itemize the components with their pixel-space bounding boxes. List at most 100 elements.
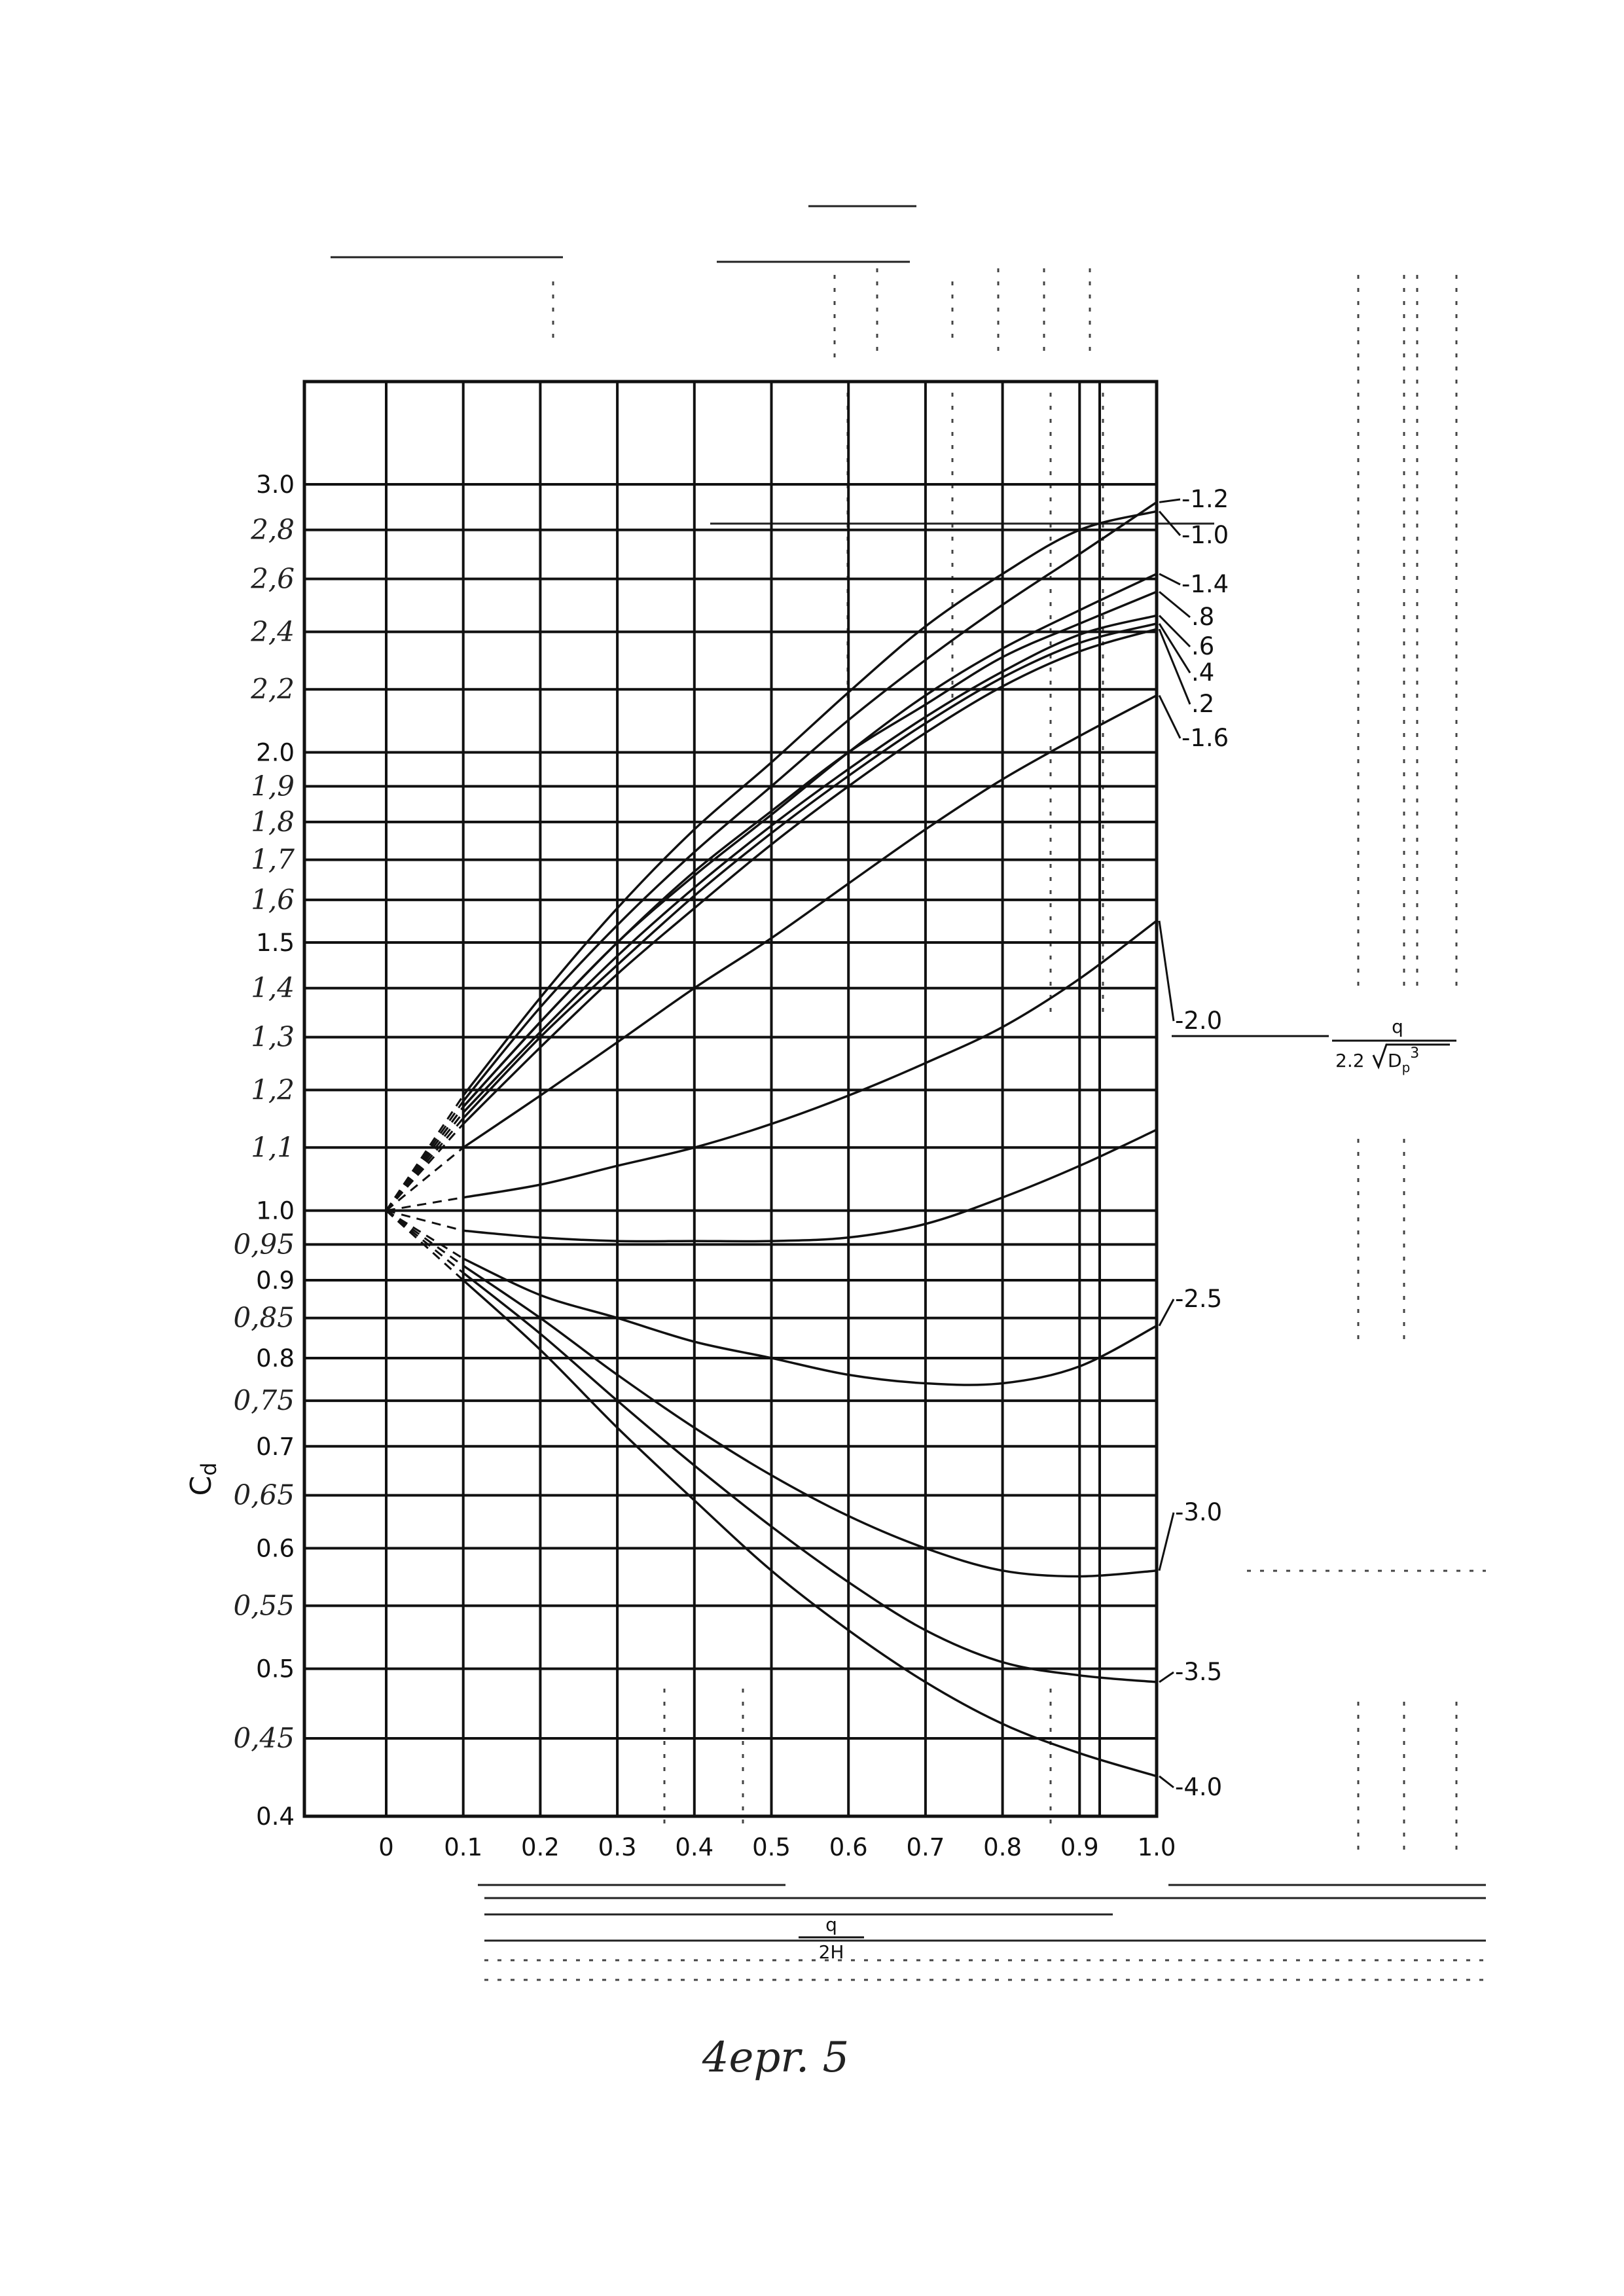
y-tick-label: 0.8 — [256, 1344, 295, 1372]
x-axis-label: q 2H — [799, 1914, 864, 1963]
series-label-leader — [1158, 694, 1182, 739]
series-label-leader — [1158, 628, 1191, 705]
right-scale-root-var: D — [1388, 1050, 1402, 1071]
series-label-leader — [1158, 1299, 1175, 1327]
series-label: -4.0 — [1175, 1773, 1222, 1801]
x-tick-label: 0.7 — [906, 1833, 945, 1861]
x-tick-label: 0 — [378, 1833, 394, 1861]
y-axis-tick-labels: 3.0 2.0 1.5 1.0 0.9 0.8 0.7 0.6 0.5 0.4 2,8 2,6 2,4 2… — [233, 471, 295, 1831]
series-label-leader — [1158, 623, 1191, 673]
y-tick-label-handwritten: 1,9 — [251, 770, 295, 802]
right-scale-root-sup: 3 — [1410, 1045, 1419, 1062]
series-dashed-segment — [386, 1210, 464, 1232]
y-tick-label: 3.0 — [256, 471, 295, 499]
series-line — [462, 614, 1157, 1113]
series-label-leader — [1158, 615, 1191, 648]
series-label-leader — [1159, 590, 1191, 619]
chart-series — [462, 501, 1158, 1778]
series-dashed-segment — [385, 1210, 464, 1282]
series-dashed-segment — [385, 1111, 464, 1211]
x-tick-label: 0.8 — [983, 1833, 1022, 1861]
series-label: -1.0 — [1182, 521, 1229, 549]
series-line — [462, 590, 1157, 1108]
y-tick-label-handwritten: 2,6 — [250, 563, 295, 595]
series-line — [462, 1257, 1157, 1386]
y-tick-label-handwritten: 0,65 — [233, 1479, 295, 1511]
series-line — [462, 694, 1157, 1149]
series-label-leader — [1159, 573, 1181, 586]
right-scale-numerator: q — [1392, 1016, 1403, 1037]
y-tick-label-handwritten: 2,4 — [250, 615, 295, 647]
series-line — [462, 628, 1157, 1125]
right-scale-label: q 2.2 Dp3 — [1172, 1016, 1456, 1075]
series-label: -3.0 — [1175, 1498, 1222, 1526]
y-tick-label-handwritten: 1,8 — [251, 806, 295, 838]
series-label: -1.2 — [1182, 485, 1229, 513]
series-label: -2.0 — [1175, 1007, 1222, 1035]
series-label: -2.5 — [1175, 1285, 1222, 1313]
series-line — [463, 920, 1158, 1199]
series-dashed-segment — [386, 1196, 463, 1212]
svg-text:Dp3: Dp3 — [1388, 1045, 1419, 1075]
x-axis-label-denominator: 2H — [819, 1941, 844, 1963]
y-tick-label-handwritten: 1,7 — [251, 844, 295, 876]
y-tick-label-handwritten: 1,2 — [251, 1073, 295, 1105]
y-axis-label-sub: d — [196, 1462, 221, 1475]
y-tick-label-handwritten: 0,55 — [233, 1589, 295, 1621]
series-label-leader — [1158, 920, 1175, 1022]
y-tick-label-handwritten: 1,6 — [251, 884, 295, 916]
series-line — [462, 622, 1157, 1119]
series-label: -1.4 — [1182, 570, 1229, 598]
series-dashed-segment — [385, 1095, 464, 1211]
x-tick-label: 0.1 — [444, 1833, 482, 1861]
y-tick-label: 1.5 — [256, 929, 295, 957]
y-tick-label-handwritten: 0,95 — [233, 1228, 295, 1260]
right-scale-coefficient: 2.2 — [1335, 1050, 1365, 1071]
series-dashed-segment — [385, 1117, 464, 1211]
y-tick-label: 0.4 — [256, 1803, 295, 1831]
y-tick-label: 0.9 — [256, 1266, 295, 1295]
y-tick-label-handwritten: 0,45 — [233, 1722, 295, 1754]
series-label-leader — [1159, 1775, 1174, 1789]
series-line — [462, 1265, 1157, 1578]
series-line — [462, 510, 1157, 1096]
y-tick-label-handwritten: 0,85 — [233, 1302, 295, 1334]
scan-artifacts — [331, 205, 1486, 1981]
x-tick-label: 0.3 — [598, 1833, 637, 1861]
y-axis-label-main: C — [185, 1476, 218, 1496]
chart-grid — [302, 380, 1159, 1818]
series-label: .4 — [1191, 658, 1214, 687]
x-tick-label: 1.0 — [1138, 1833, 1176, 1861]
x-tick-label: 0.6 — [829, 1833, 868, 1861]
series-label: -3.5 — [1175, 1658, 1222, 1686]
y-tick-label: 2.0 — [256, 739, 295, 767]
series-label-leader — [1158, 1512, 1175, 1571]
y-tick-label-handwritten: 0,75 — [233, 1384, 295, 1416]
series-labels: -1.2 -1.0 -1.4 .8.6.4 .2 -1.6 -2.0 -2.5 -3.0 -3.5… — [1158, 485, 1229, 1801]
y-tick-label: 0.6 — [256, 1534, 295, 1562]
series-dashed-segment — [386, 1210, 464, 1267]
series-label: .2 — [1191, 690, 1214, 718]
x-tick-label: 0.9 — [1060, 1833, 1099, 1861]
series-dashed-segment — [385, 1106, 464, 1211]
series-line — [462, 1279, 1157, 1778]
x-axis-label-numerator: q — [825, 1914, 837, 1935]
series-line — [463, 1128, 1157, 1243]
y-tick-label: 1.0 — [256, 1197, 295, 1225]
plot-frame — [302, 380, 1159, 1818]
dashed-extrapolation-lines — [385, 1095, 464, 1282]
svg-text:Cd: Cd — [185, 1462, 221, 1496]
y-tick-label-handwritten: 2,2 — [250, 673, 295, 705]
series-dashed-segment — [386, 1210, 464, 1260]
y-tick-label: 0.5 — [256, 1655, 295, 1683]
y-tick-label-handwritten: 1,1 — [251, 1131, 295, 1163]
series-label: -1.6 — [1182, 724, 1229, 752]
right-scale-root-sub: p — [1402, 1060, 1411, 1075]
y-tick-label-handwritten: 1,4 — [251, 972, 295, 1004]
y-tick-label-handwritten: 1,3 — [251, 1021, 295, 1053]
series-dashed-segment — [386, 1147, 464, 1211]
x-tick-label: 0.4 — [675, 1833, 713, 1861]
y-tick-label-handwritten: 2,8 — [250, 514, 295, 546]
series-label: .6 — [1191, 632, 1214, 660]
